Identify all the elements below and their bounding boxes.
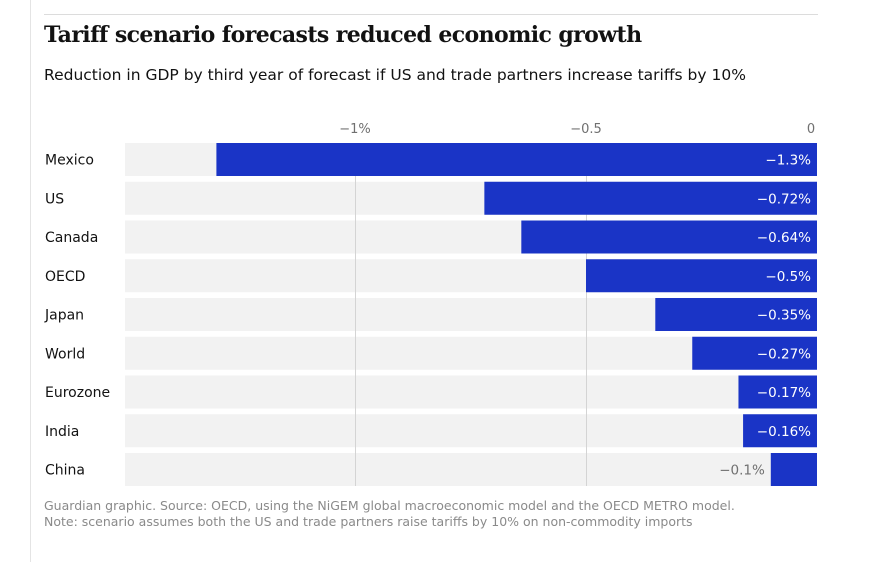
x-tick-label: −1% bbox=[339, 122, 371, 137]
category-label: Mexico bbox=[45, 153, 94, 169]
category-label: US bbox=[45, 191, 64, 207]
bar bbox=[586, 259, 817, 293]
bar bbox=[484, 181, 817, 215]
category-label: India bbox=[45, 424, 79, 440]
bar bbox=[521, 220, 817, 254]
category-label: China bbox=[45, 463, 85, 479]
left-divider bbox=[30, 0, 31, 562]
value-label: −0.64% bbox=[757, 230, 811, 246]
value-label: −0.35% bbox=[757, 308, 811, 324]
chart-footer: Guardian graphic. Source: OECD, using th… bbox=[44, 498, 735, 530]
bar bbox=[738, 375, 817, 409]
bar bbox=[743, 414, 817, 448]
category-label: World bbox=[45, 346, 85, 362]
bar bbox=[770, 453, 817, 486]
bar-track bbox=[125, 375, 817, 409]
bar bbox=[692, 336, 817, 370]
chart-title: Tariff scenario forecasts reduced econom… bbox=[44, 22, 642, 48]
category-label: Canada bbox=[45, 230, 98, 246]
value-label: −0.1% bbox=[719, 463, 765, 479]
value-label: −0.16% bbox=[757, 424, 811, 440]
value-label: −0.17% bbox=[757, 385, 811, 401]
bar-chart: −1% −0.5 0 Mexico −1.3% US −0.72% Canada −0.64% O… bbox=[44, 122, 817, 486]
bar-track bbox=[125, 414, 817, 448]
x-tick-label: 0 bbox=[807, 122, 815, 137]
value-label: −1.3% bbox=[765, 153, 811, 169]
category-label: Japan bbox=[44, 308, 84, 324]
value-label: −0.5% bbox=[765, 269, 811, 285]
category-label: Eurozone bbox=[45, 385, 110, 401]
bar-track bbox=[125, 453, 817, 486]
category-label: OECD bbox=[45, 269, 85, 285]
x-tick-label: −0.5 bbox=[570, 122, 602, 137]
source-note: Guardian graphic. Source: OECD, using th… bbox=[44, 498, 735, 513]
chart-subtitle: Reduction in GDP by third year of foreca… bbox=[44, 66, 746, 84]
value-label: −0.72% bbox=[757, 191, 811, 207]
bar bbox=[216, 143, 817, 176]
scenario-note: Note: scenario assumes both the US and t… bbox=[44, 514, 693, 529]
top-divider bbox=[44, 14, 818, 15]
value-label: −0.27% bbox=[757, 346, 811, 362]
bar bbox=[655, 298, 817, 331]
